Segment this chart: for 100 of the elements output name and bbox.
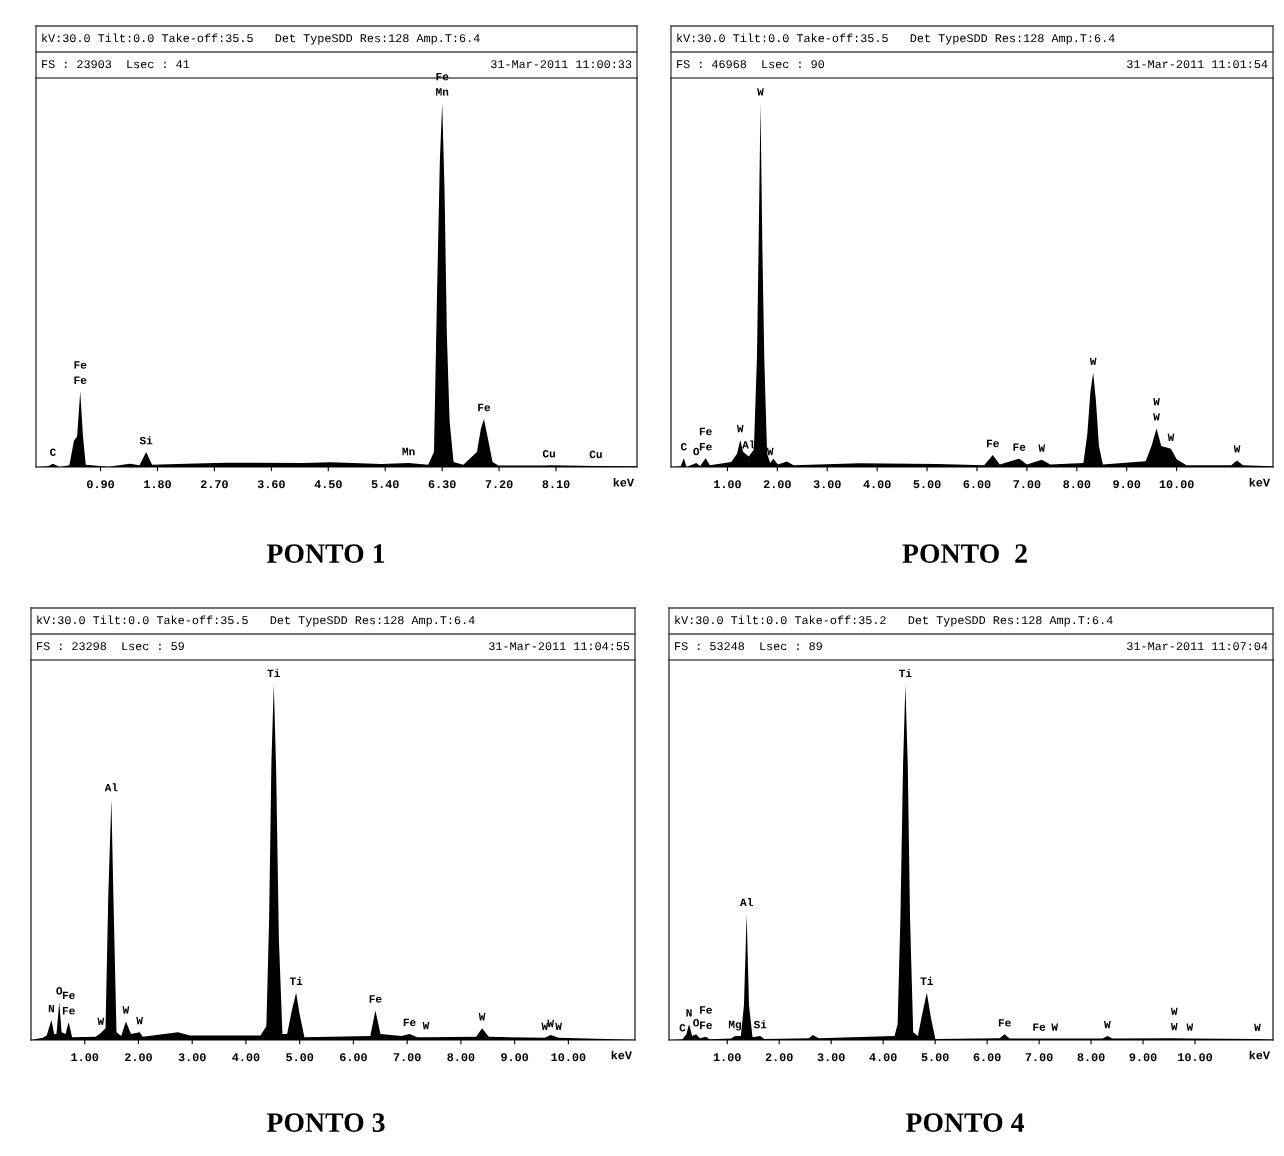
x-tick-label: 1.00	[713, 1053, 741, 1062]
annotation: C	[680, 442, 687, 451]
annotation: Fe	[699, 443, 712, 451]
annotation: W	[1104, 1020, 1111, 1029]
annotation: W	[1170, 1023, 1178, 1031]
x-tick-label: 6.00	[963, 480, 991, 489]
annotation: C	[50, 448, 56, 456]
x-tick-label: 6.00	[339, 1053, 367, 1062]
annotation: Fe	[1033, 1023, 1046, 1031]
x-tick-label: 2.00	[763, 480, 791, 489]
chart-title: kV:30.0 Tilt:0.0 Take-off:35.5 Det TypeSDD Res:128 Amp.T:6.4	[677, 33, 1115, 45]
chart-title: kV:30.0 Tilt:0.0 Take-off:35.2 Det TypeSDD Res:128 Amp.T:6.4	[675, 615, 1113, 627]
annotation: W	[1170, 1007, 1178, 1016]
annotation: Fe	[699, 427, 712, 436]
x-tick-label: 10.00	[1178, 1053, 1213, 1062]
annotation: Mn	[436, 88, 449, 96]
annotation: W	[122, 1006, 130, 1014]
x-tick-label: 4.00	[869, 1053, 897, 1062]
x-axis-title: keV	[611, 1050, 632, 1060]
x-tick-label: 2.70	[200, 480, 228, 489]
text: FS : 46968 Lsec : 90	[677, 60, 825, 69]
x-tick-label: 5.40	[371, 480, 399, 489]
annotation: Cu	[589, 450, 602, 459]
x-tick-label: 7.00	[393, 1053, 421, 1062]
annotation: Fe	[74, 361, 87, 369]
x-tick-label: 1.00	[71, 1053, 99, 1062]
annotation: Ti	[267, 668, 280, 677]
x-tick-label: 4.00	[863, 480, 891, 489]
annotation: W	[555, 1022, 562, 1031]
annotation: C	[679, 1024, 686, 1032]
text: PONTO 4	[905, 1113, 1025, 1132]
text: 31-Mar-2011 11:04:55	[489, 642, 630, 651]
annotation: Si	[139, 436, 153, 445]
x-tick-label: 1.80	[144, 480, 171, 489]
x-tick-label: 5.00	[921, 1053, 949, 1062]
x-tick-label: 5.00	[286, 1053, 314, 1062]
x-tick-label: 7.00	[1025, 1053, 1053, 1062]
x-axis-title: keV	[1249, 1050, 1270, 1060]
annotation: W	[136, 1017, 143, 1025]
x-tick-label: 3.00	[178, 1053, 206, 1062]
annotation: Cu	[542, 449, 555, 458]
text: PONTO 1	[266, 544, 385, 563]
x-tick-label: 3.00	[813, 480, 841, 489]
x-tick-label: 9.00	[1129, 1053, 1157, 1062]
x-tick-label: 7.20	[485, 480, 513, 489]
x-tick-label: 3.60	[257, 480, 285, 489]
x-tick-label: 5.00	[913, 480, 941, 489]
x-tick-label: 1.00	[714, 480, 741, 489]
x-tick-label: 8.00	[1077, 1053, 1105, 1062]
annotation: W	[1153, 398, 1160, 406]
text: 31-Mar-2011 11:00:33	[491, 60, 632, 69]
annotation: Ti	[899, 668, 912, 677]
annotation: W	[541, 1022, 549, 1031]
x-tick-label: 10.00	[551, 1053, 586, 1062]
annotation: N	[48, 1004, 55, 1013]
annotation: W	[757, 88, 764, 96]
annotation: W	[547, 1019, 555, 1028]
x-axis-title: keV	[613, 477, 634, 487]
x-tick-label: 8.00	[447, 1053, 475, 1062]
annotation: W	[1254, 1023, 1261, 1032]
annotation: Mg	[728, 1020, 742, 1031]
x-tick-label: 7.00	[1013, 480, 1041, 489]
text: FS : 53248 Lsec : 89	[675, 642, 822, 651]
annotation: W	[1089, 357, 1097, 365]
x-tick-label: 8.00	[1063, 480, 1091, 489]
annotation: W	[1233, 445, 1241, 453]
annotation: Fe	[74, 376, 87, 384]
x-tick-label: 2.00	[765, 1053, 793, 1062]
annotation: W	[1038, 444, 1046, 452]
annotation: Fe	[1013, 443, 1026, 451]
text: FS : 23298 Lsec : 59	[37, 642, 184, 651]
annotation: W	[1167, 433, 1175, 441]
annotation: O	[693, 447, 700, 456]
annotation: Fe	[700, 1021, 712, 1030]
annotation: Al	[739, 898, 753, 907]
x-tick-label: 10.00	[1159, 480, 1194, 489]
x-tick-label: 0.90	[87, 480, 115, 489]
annotation: W	[766, 447, 774, 456]
annotation: Fe	[987, 439, 999, 448]
annotation: W	[1153, 413, 1160, 421]
annotation: W	[97, 1017, 105, 1026]
annotation: Fe	[700, 1006, 712, 1014]
annotation: Mn	[402, 447, 415, 456]
annotation: W	[736, 424, 744, 433]
annotation: Ti	[920, 976, 934, 985]
annotation: Si	[753, 1020, 767, 1029]
text: PONTO 3	[266, 1113, 385, 1132]
text: FS : 23903 Lsec : 41	[42, 60, 190, 69]
x-tick-label: 9.00	[1113, 480, 1141, 489]
annotation: Fe	[478, 403, 491, 412]
annotation: W	[478, 1013, 486, 1021]
annotation: Fe	[369, 995, 382, 1003]
chart-title: kV:30.0 Tilt:0.0 Take-off:35.5 Det TypeSDD Res:128 Amp.T:6.4	[37, 615, 475, 627]
x-tick-label: 4.50	[314, 480, 342, 489]
x-tick-label: 9.00	[501, 1053, 529, 1062]
annotation: Fe	[436, 72, 449, 81]
x-tick-label: 6.00	[973, 1053, 1001, 1062]
x-tick-label: 3.00	[817, 1053, 845, 1062]
text: 31-Mar-2011 11:01:54	[1127, 60, 1268, 69]
x-tick-label: 2.00	[125, 1053, 152, 1062]
